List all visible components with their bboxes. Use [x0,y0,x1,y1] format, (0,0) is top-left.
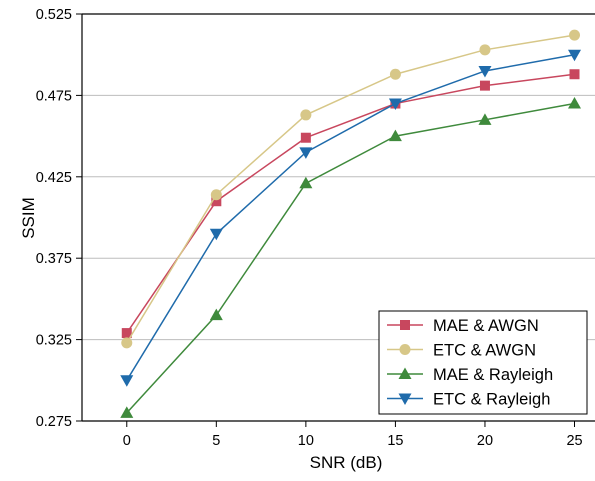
data-point [568,97,582,109]
data-point [388,98,402,111]
data-point [299,147,313,159]
y-tick-label: 0.525 [36,7,72,23]
series-line [126,34,575,344]
legend-label: MAE & Rayleigh [433,366,553,384]
plot-series [120,29,582,418]
data-point [569,29,581,41]
legend-label: ETC & AWGN [433,342,536,360]
series-line [126,73,575,334]
data-point [209,228,223,241]
data-point [478,113,492,125]
x-axis-title: SNR (dB) [310,453,383,472]
y-tick-label: 0.325 [36,333,72,349]
data-point [300,132,311,143]
y-tick-label: 0.425 [36,170,72,186]
x-tick-label: 0 [123,433,131,449]
series-0 [121,69,580,339]
legend-marker [398,393,412,405]
data-point [210,189,222,201]
y-tick-label: 0.275 [36,414,72,430]
series-1 [121,29,581,349]
y-tick-label: 0.375 [36,251,72,267]
x-tick-label: 25 [566,433,582,449]
data-point [120,406,134,418]
legend-marker [398,367,412,379]
data-point [209,308,223,321]
data-point [211,196,222,207]
y-tick-label: 0.475 [36,88,72,104]
axes: 0.275 0.325 0.375 0.425 0.475 0.525 0 5 10 15 20 25 [36,7,595,449]
data-point [569,69,580,80]
legend-marker [399,344,411,355]
data-point [121,328,132,339]
data-point [479,80,490,91]
data-point [479,44,491,56]
data-point [568,49,582,62]
data-point [300,109,312,121]
x-tick-label: 20 [477,433,493,449]
legend-marker [400,320,410,330]
data-point [388,129,402,142]
series-line [126,53,575,381]
data-point [120,375,134,387]
series-line [126,102,575,414]
data-point [478,65,492,78]
legend-label: ETC & Rayleigh [433,391,550,409]
legend-item: MAE & AWGN [387,317,539,335]
legend-box [378,310,588,415]
data-point [121,337,133,349]
x-tick-label: 15 [387,433,403,449]
series-3 [120,49,582,387]
x-tick-label: 10 [298,433,314,449]
legend-item: ETC & Rayleigh [387,391,550,409]
legend-item: MAE & Rayleigh [387,366,553,384]
legend-label: MAE & AWGN [433,317,539,335]
x-tick-label: 5 [212,433,220,449]
y-axis-title: SSIM [19,197,38,239]
data-point [389,68,401,80]
series-2 [120,97,582,418]
legend: MAE & AWGN ETC & AWGN MAE & Rayleigh ETC & … [378,310,588,415]
legend-item: ETC & AWGN [387,342,536,360]
data-point [299,176,313,189]
grid-lines [82,94,595,341]
